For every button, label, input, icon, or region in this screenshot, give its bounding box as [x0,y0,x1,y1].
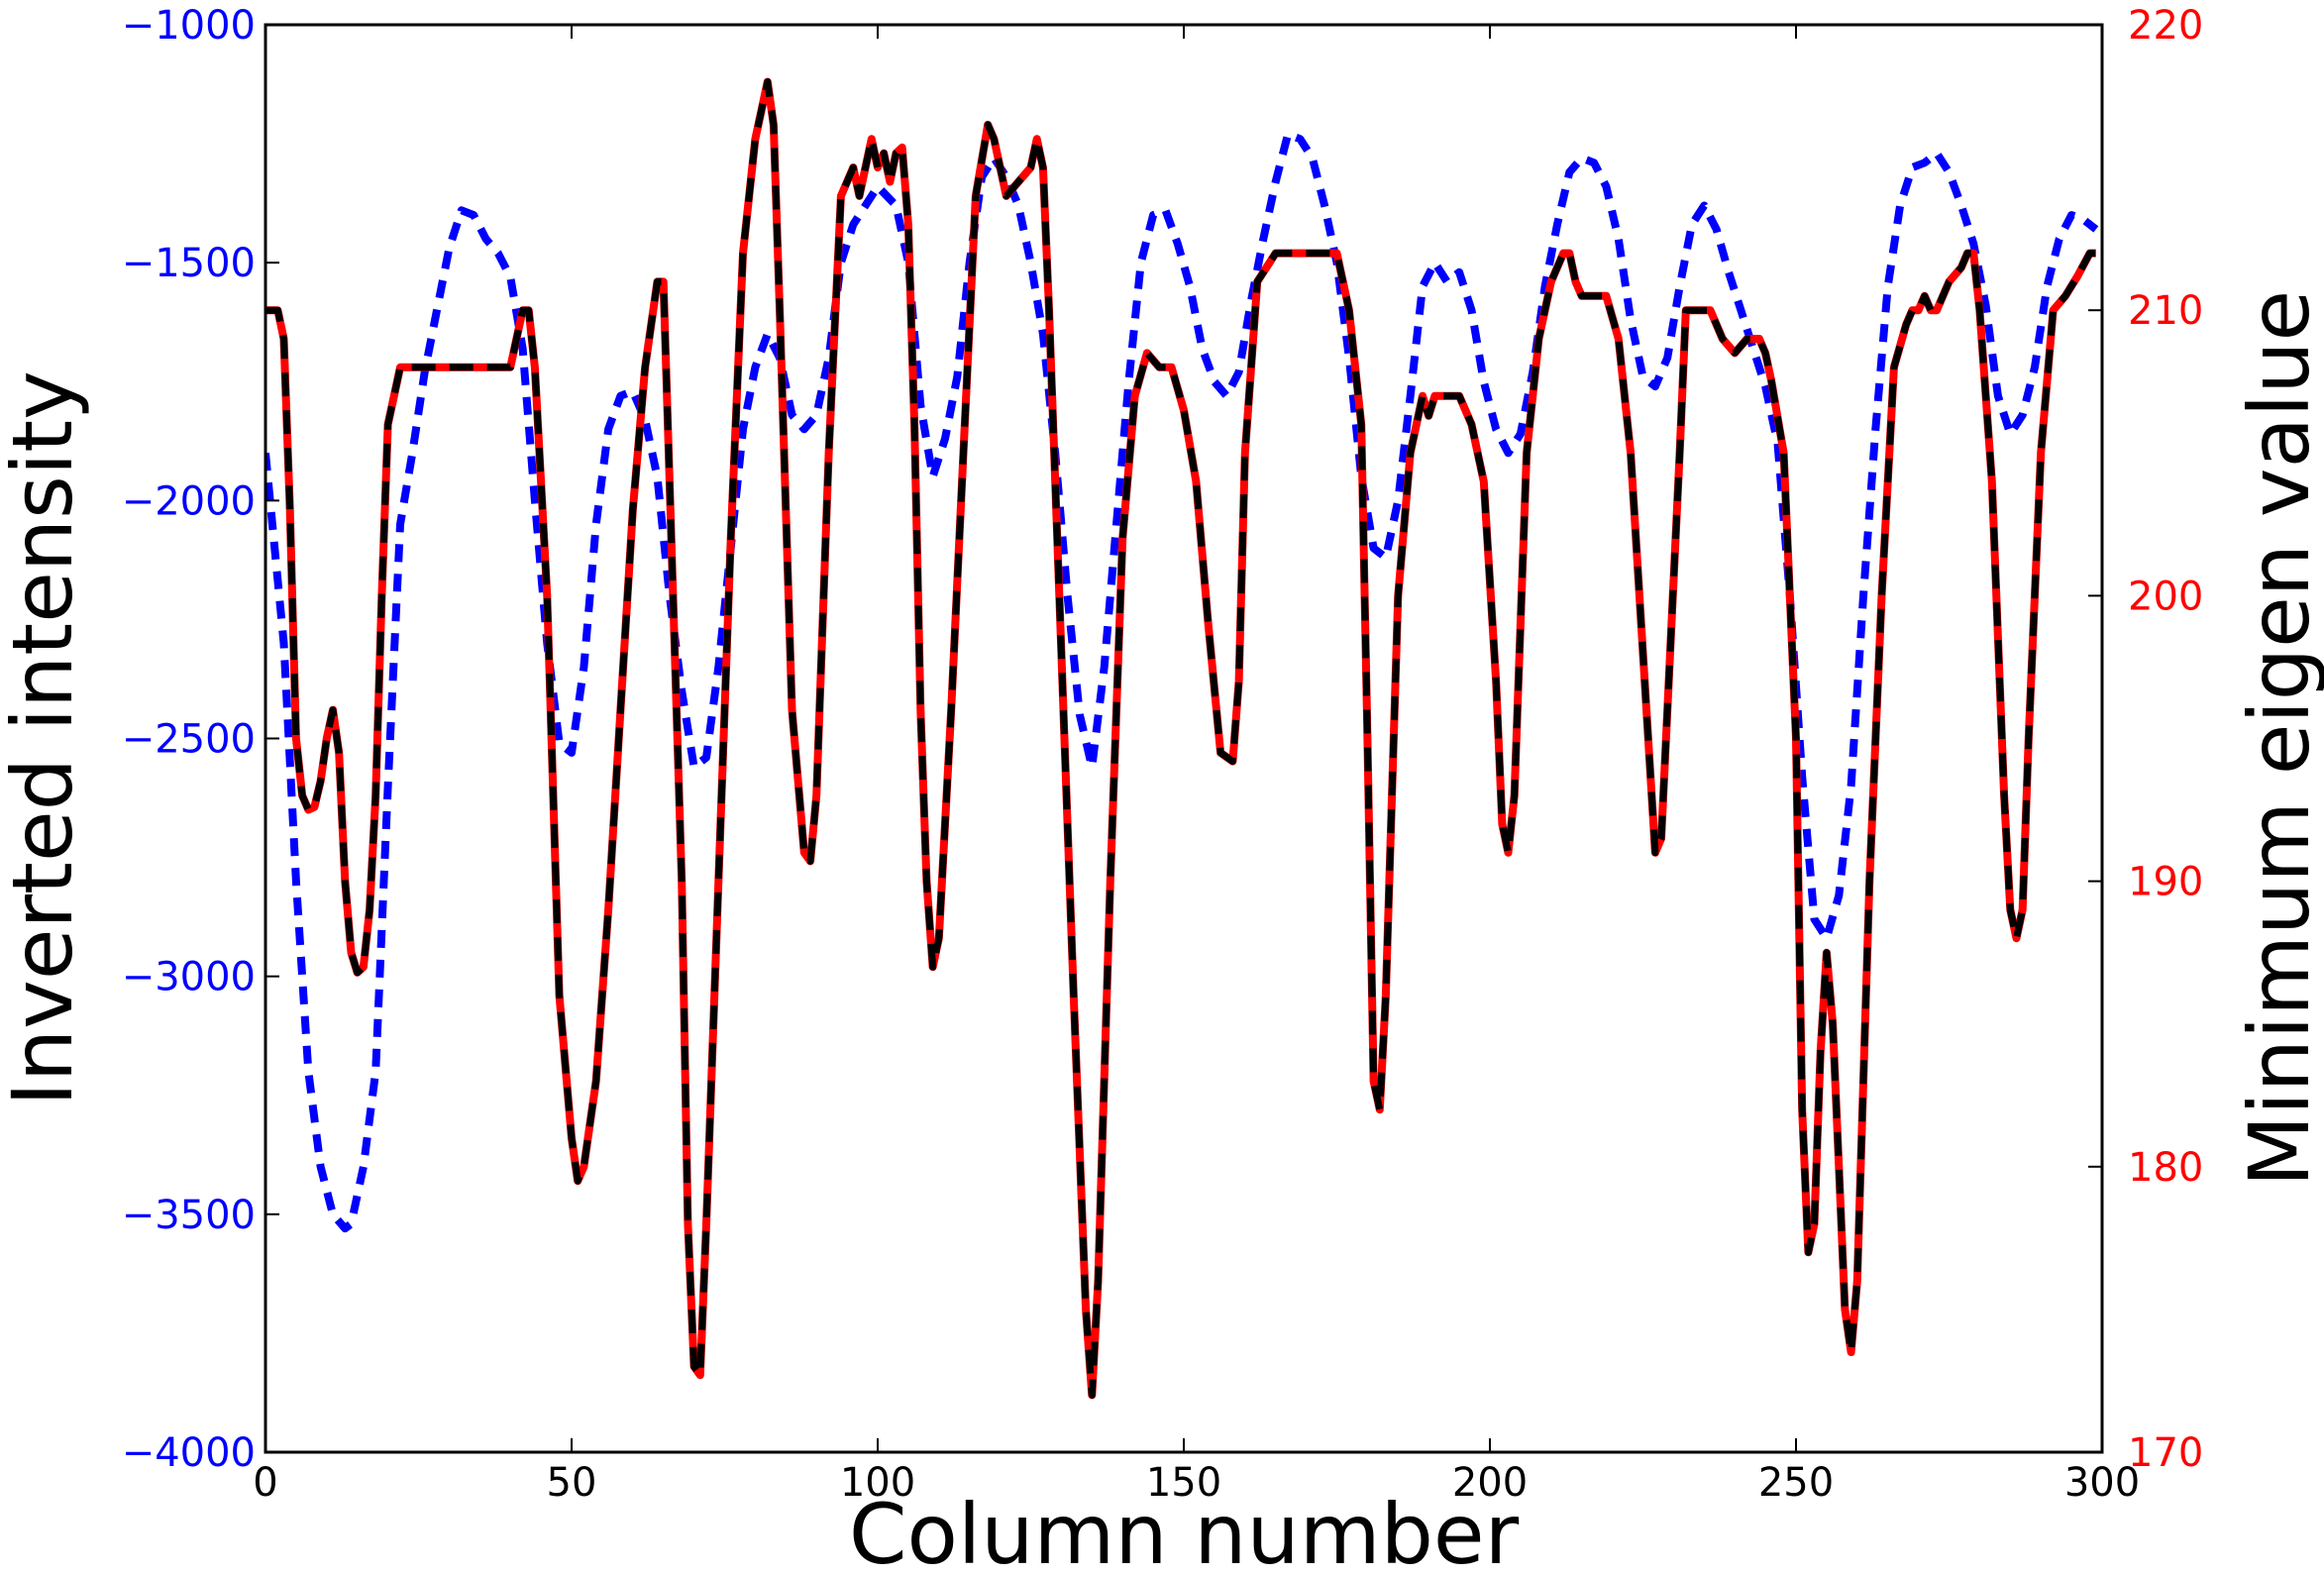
right-y-tick-label: 210 [2128,288,2203,334]
x-tick-label: 300 [2064,1460,2140,1506]
left-y-tick-label: −1500 [122,241,256,286]
x-tick-label: 100 [840,1460,915,1506]
right-y-axis-label: Minimum eigen value [2231,290,2324,1187]
x-axis-label: Column number [849,1486,1520,1572]
series-layer [265,77,2099,1400]
right-y-tick-label: 200 [2128,574,2203,619]
right-y-tick-label: 180 [2128,1145,2203,1191]
left-y-tick-label: −2500 [122,717,256,763]
left-y-tick-label: −1000 [122,3,256,49]
series-black-dashed-line [265,78,2096,1399]
right-y-tick-label: 170 [2128,1430,2203,1476]
x-tick-label: 200 [1452,1460,1528,1506]
plot-frame [264,23,2104,1454]
left-y-axis-label: Inverted intensity [0,370,91,1106]
x-tick-label: 250 [1758,1460,1834,1506]
left-y-tick-label: −2000 [122,478,256,524]
left-y-tick-label: −3000 [122,955,256,1000]
left-y-tick-label: −3500 [122,1193,256,1238]
x-tick-label: 50 [547,1460,597,1506]
x-tick-label: 0 [253,1460,277,1506]
ticks-layer: 0 50 100 150 200 250 300 −4000 −3500 −3000 −2500 −2… [122,3,2204,1506]
x-tick-label: 150 [1146,1460,1221,1506]
right-y-tick-label: 220 [2128,3,2203,49]
series-red-solid-line [265,77,2096,1400]
left-y-tick-label: −4000 [122,1430,256,1476]
right-y-tick-label: 190 [2128,860,2203,905]
